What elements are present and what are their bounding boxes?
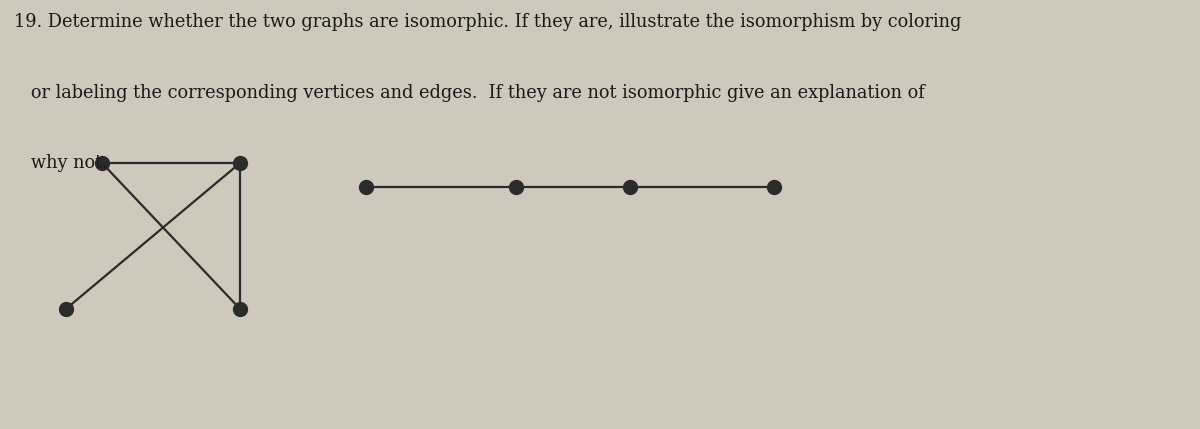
Point xyxy=(56,305,76,312)
Point xyxy=(230,160,250,166)
Point xyxy=(506,183,526,190)
Point xyxy=(764,183,784,190)
Point xyxy=(230,305,250,312)
Point xyxy=(92,160,112,166)
Text: 19. Determine whether the two graphs are isomorphic. If they are, illustrate the: 19. Determine whether the two graphs are… xyxy=(14,13,961,31)
Text: or labeling the corresponding vertices and edges.  If they are not isomorphic gi: or labeling the corresponding vertices a… xyxy=(14,84,925,102)
Point xyxy=(356,183,376,190)
Point xyxy=(620,183,640,190)
Text: why not.: why not. xyxy=(14,154,108,172)
